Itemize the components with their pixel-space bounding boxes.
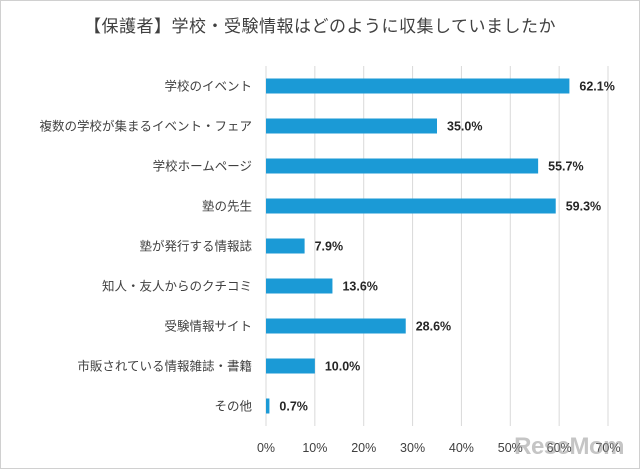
category-label: 知人・友人からのクチコミ [102, 279, 252, 294]
x-tick-label: 20% [351, 441, 376, 455]
category-label: 学校ホームページ [153, 159, 252, 174]
value-label: 59.3% [566, 200, 601, 214]
x-tick-label: 50% [498, 441, 523, 455]
x-tick-label: 60% [547, 441, 572, 455]
labels: 0% 10% 20% 30% 40% 50% 60% 70% 学校のイベント 62.1% 複数の学校… [39, 79, 620, 456]
value-label: 55.7% [548, 160, 583, 174]
category-label: その他 [214, 399, 252, 414]
value-label: 28.6% [416, 320, 451, 334]
x-tick-label: 30% [400, 441, 425, 455]
category-label: 塾の先生 [202, 199, 252, 214]
bar [266, 118, 437, 134]
value-label: 7.9% [315, 240, 344, 254]
bar [266, 398, 270, 414]
value-label: 0.7% [279, 400, 308, 414]
bar [266, 78, 570, 94]
category-label: 塾が発行する情報誌 [139, 239, 252, 254]
chart-title: 【保護者】学校・受験情報はどのように収集していましたか [84, 17, 556, 37]
bar [266, 158, 539, 174]
bar [266, 358, 315, 374]
x-tick-label: 40% [449, 441, 474, 455]
bar [266, 238, 305, 254]
category-label: 市販されている情報雑誌・書籍 [77, 359, 252, 374]
category-label: 受験情報サイト [164, 319, 252, 334]
value-label: 10.0% [325, 360, 360, 374]
bar [266, 198, 556, 214]
value-label: 62.1% [579, 80, 614, 94]
x-tick-label: 0% [257, 441, 275, 455]
watermark-logo: ReseMom [514, 433, 624, 460]
x-tick-label: 10% [302, 441, 327, 455]
x-tick-label: 70% [595, 441, 620, 455]
gridlines [265, 66, 609, 426]
category-label: 学校のイベント [164, 79, 252, 94]
value-label: 13.6% [342, 280, 377, 294]
category-label: 複数の学校が集まるイベント・フェア [39, 119, 252, 134]
value-label: 35.0% [447, 120, 482, 134]
bar [266, 278, 333, 294]
bars [266, 78, 570, 414]
bar [266, 318, 406, 334]
